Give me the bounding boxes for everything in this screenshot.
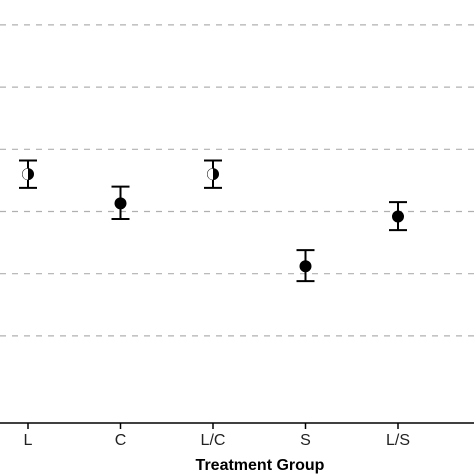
- x-tick-label: C: [115, 432, 127, 449]
- data-marks: [19, 159, 407, 283]
- x-axis-title: Treatment Group: [196, 457, 325, 474]
- x-tick-label: L: [24, 432, 33, 449]
- data-point: [114, 197, 127, 210]
- data-point: [299, 260, 312, 273]
- gridlines: [0, 24, 474, 337]
- x-tick-label: S: [300, 432, 311, 449]
- x-ticks: L C L/C S L/S: [24, 423, 410, 449]
- data-point: [392, 210, 404, 223]
- data-point-half: [22, 168, 28, 180]
- x-tick-label: L/S: [386, 432, 410, 449]
- data-point-half: [207, 168, 213, 180]
- x-tick-label: L/C: [201, 432, 226, 449]
